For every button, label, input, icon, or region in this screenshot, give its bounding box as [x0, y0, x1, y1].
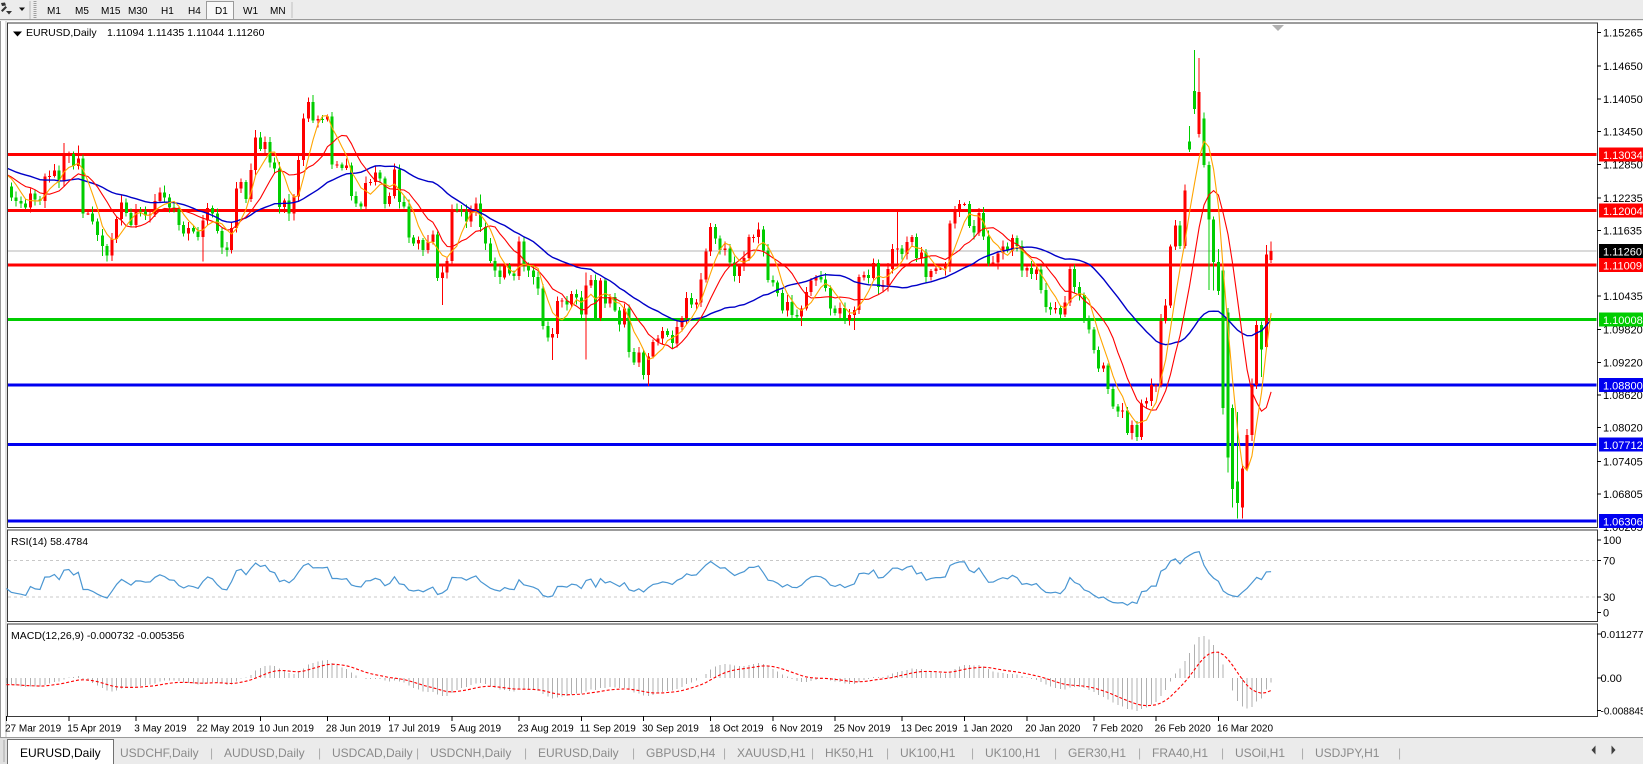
- svg-text:|: |: [632, 746, 635, 760]
- svg-text:1.11009: 1.11009: [1603, 260, 1642, 272]
- svg-text:10 Jun 2019: 10 Jun 2019: [259, 724, 314, 735]
- svg-text:26 Feb 2020: 26 Feb 2020: [1155, 724, 1212, 735]
- svg-text:HK50,H1: HK50,H1: [825, 746, 874, 760]
- svg-text:30 Sep 2019: 30 Sep 2019: [642, 724, 699, 735]
- svg-text:1.09220: 1.09220: [1603, 357, 1643, 369]
- svg-text:16 Mar 2020: 16 Mar 2020: [1217, 724, 1274, 735]
- svg-text:11 Sep 2019: 11 Sep 2019: [580, 724, 636, 735]
- svg-text:5 Aug 2019: 5 Aug 2019: [451, 724, 502, 735]
- svg-text:1.10435: 1.10435: [1603, 291, 1643, 303]
- svg-text:USOil,H1: USOil,H1: [1235, 746, 1285, 760]
- svg-text:1.07712: 1.07712: [1603, 440, 1643, 452]
- svg-text:1.06306: 1.06306: [1603, 517, 1643, 529]
- svg-text:-0.008845: -0.008845: [1601, 707, 1643, 718]
- svg-text:1.11635: 1.11635: [1603, 226, 1642, 238]
- svg-text:1.13034: 1.13034: [1603, 150, 1643, 162]
- svg-text:|: |: [524, 746, 527, 760]
- svg-text:22 May 2019: 22 May 2019: [197, 724, 255, 735]
- svg-text:1.06805: 1.06805: [1603, 489, 1643, 501]
- svg-text:30: 30: [1603, 592, 1615, 604]
- svg-text:|: |: [1054, 746, 1057, 760]
- svg-text:MACD(12,26,9) -0.000732 -0.005: MACD(12,26,9) -0.000732 -0.005356: [11, 630, 185, 642]
- svg-text:|: |: [971, 746, 974, 760]
- svg-text:W1: W1: [243, 6, 258, 17]
- svg-text:|: |: [886, 746, 889, 760]
- svg-text:1.08620: 1.08620: [1603, 390, 1643, 402]
- svg-text:XAUUSD,H1: XAUUSD,H1: [737, 746, 806, 760]
- svg-text:|: |: [1221, 746, 1224, 760]
- svg-text:D1: D1: [215, 6, 228, 17]
- svg-text:|: |: [723, 746, 726, 760]
- svg-text:18 Oct 2019: 18 Oct 2019: [709, 724, 764, 735]
- svg-text:27 Mar 2019: 27 Mar 2019: [5, 724, 62, 735]
- svg-text:GBPUSD,H4: GBPUSD,H4: [646, 746, 716, 760]
- svg-text:1.07405: 1.07405: [1603, 456, 1643, 468]
- svg-text:15 Apr 2019: 15 Apr 2019: [67, 724, 121, 735]
- svg-text:USDCHF,Daily: USDCHF,Daily: [120, 746, 199, 760]
- svg-text:3 May 2019: 3 May 2019: [134, 724, 187, 735]
- svg-text:1.09820: 1.09820: [1603, 325, 1643, 337]
- svg-text:17 Jul 2019: 17 Jul 2019: [388, 724, 440, 735]
- svg-text:USDJPY,H1: USDJPY,H1: [1315, 746, 1380, 760]
- svg-text:1.14050: 1.14050: [1603, 94, 1643, 106]
- svg-text:EURUSD,Daily: EURUSD,Daily: [20, 746, 101, 760]
- svg-text:6 Nov 2019: 6 Nov 2019: [771, 724, 823, 735]
- svg-text:13 Dec 2019: 13 Dec 2019: [901, 724, 958, 735]
- svg-text:M1: M1: [47, 6, 61, 17]
- svg-text:H4: H4: [188, 6, 201, 17]
- svg-text:AUDUSD,Daily: AUDUSD,Daily: [224, 746, 305, 760]
- svg-text:|: |: [416, 746, 419, 760]
- svg-text:UK100,H1: UK100,H1: [985, 746, 1041, 760]
- svg-text:1.10008: 1.10008: [1603, 315, 1643, 327]
- svg-text:|: |: [210, 746, 213, 760]
- svg-text:|: |: [318, 746, 321, 760]
- svg-text:USDCNH,Daily: USDCNH,Daily: [430, 746, 511, 760]
- svg-text:70: 70: [1603, 556, 1615, 568]
- svg-text:1.15265: 1.15265: [1603, 28, 1643, 40]
- svg-text:0.011277: 0.011277: [1601, 629, 1643, 641]
- svg-text:EURUSD,Daily: EURUSD,Daily: [538, 746, 619, 760]
- svg-text:1.08020: 1.08020: [1603, 423, 1643, 435]
- svg-text:1.11094 1.11435 1.11044 1.1126: 1.11094 1.11435 1.11044 1.11260: [107, 27, 265, 39]
- svg-text:1.12850: 1.12850: [1603, 159, 1643, 171]
- svg-text:1.14650: 1.14650: [1603, 61, 1643, 73]
- svg-text:1.12235: 1.12235: [1603, 193, 1643, 205]
- svg-text:|: |: [1301, 746, 1304, 760]
- svg-text:25 Nov 2019: 25 Nov 2019: [834, 724, 891, 735]
- svg-text:|: |: [811, 746, 814, 760]
- svg-text:H1: H1: [161, 6, 174, 17]
- svg-text:0.00: 0.00: [1601, 673, 1622, 685]
- svg-text:1.08800: 1.08800: [1603, 381, 1643, 393]
- svg-text:GER30,H1: GER30,H1: [1068, 746, 1126, 760]
- svg-text:M5: M5: [75, 6, 89, 17]
- svg-text:EURUSD,Daily: EURUSD,Daily: [26, 27, 97, 39]
- svg-text:M15: M15: [101, 6, 121, 17]
- svg-text:23 Aug 2019: 23 Aug 2019: [518, 724, 575, 735]
- svg-text:UK100,H1: UK100,H1: [900, 746, 956, 760]
- svg-text:RSI(14) 58.4784: RSI(14) 58.4784: [11, 536, 88, 548]
- svg-text:FRA40,H1: FRA40,H1: [1152, 746, 1208, 760]
- svg-text:1.12004: 1.12004: [1603, 206, 1643, 218]
- svg-text:M30: M30: [128, 6, 148, 17]
- svg-text:20 Jan 2020: 20 Jan 2020: [1025, 724, 1080, 735]
- svg-text:28 Jun 2019: 28 Jun 2019: [326, 724, 381, 735]
- svg-text:|: |: [1138, 746, 1141, 760]
- svg-text:100: 100: [1603, 535, 1621, 547]
- svg-text:1.11260: 1.11260: [1603, 247, 1642, 259]
- svg-text:MN: MN: [270, 6, 286, 17]
- svg-text:1 Jan 2020: 1 Jan 2020: [963, 724, 1013, 735]
- svg-text:1.13450: 1.13450: [1603, 127, 1643, 139]
- svg-text:7 Feb 2020: 7 Feb 2020: [1092, 724, 1143, 735]
- svg-text:|: |: [1398, 746, 1401, 760]
- svg-text:USDCAD,Daily: USDCAD,Daily: [332, 746, 413, 760]
- svg-text:0: 0: [1603, 608, 1609, 620]
